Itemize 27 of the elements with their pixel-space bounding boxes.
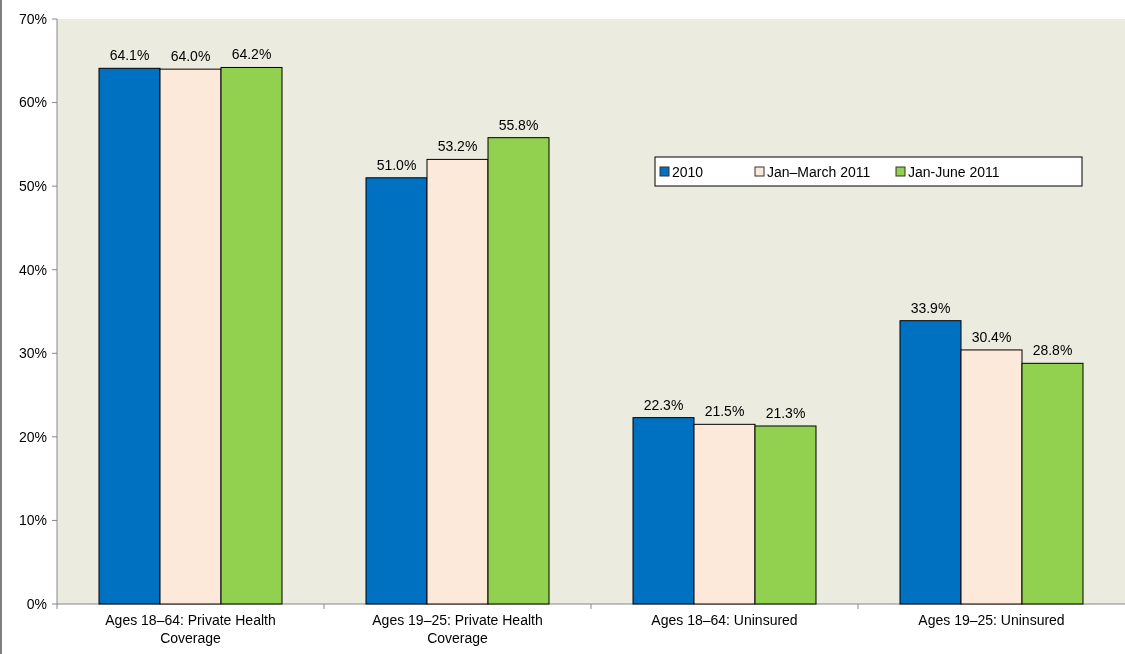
y-tick-label: 10% xyxy=(18,512,47,529)
x-tick-label: Ages 19–25: Uninsured xyxy=(918,612,1065,628)
x-tick-label: Ages 19–25: Private Health Coverage xyxy=(372,612,543,646)
data-label: 21.5% xyxy=(704,403,745,420)
data-label: 53.2% xyxy=(437,138,478,155)
legend-label: Jan-June 2011 xyxy=(908,163,1000,180)
x-tick-label: Ages 18–64: Private Health Coverage xyxy=(105,612,276,646)
y-tick-label: 70% xyxy=(18,10,47,27)
y-tick-label: 0% xyxy=(26,595,47,612)
y-tick-label: 40% xyxy=(18,261,47,278)
data-label: 64.2% xyxy=(231,46,272,63)
data-label: 33.9% xyxy=(910,299,951,316)
data-label: 22.3% xyxy=(643,396,684,413)
data-label: 51.0% xyxy=(376,156,417,173)
y-tick-label: 20% xyxy=(18,428,47,445)
x-tick-label: Ages 18–64: Uninsured xyxy=(651,612,798,628)
data-label: 28.8% xyxy=(1032,342,1073,359)
data-label: 55.8% xyxy=(498,116,539,133)
y-tick-label: 30% xyxy=(18,345,47,362)
data-label: 21.3% xyxy=(765,404,806,421)
legend-label: 2010 xyxy=(672,163,704,180)
legend-label: Jan–March 2011 xyxy=(767,163,871,180)
data-label: 64.0% xyxy=(170,48,211,65)
data-label: 64.1% xyxy=(109,47,150,64)
y-tick-label: 60% xyxy=(18,94,47,111)
y-tick-label: 50% xyxy=(18,178,47,195)
data-label: 30.4% xyxy=(971,328,1012,345)
